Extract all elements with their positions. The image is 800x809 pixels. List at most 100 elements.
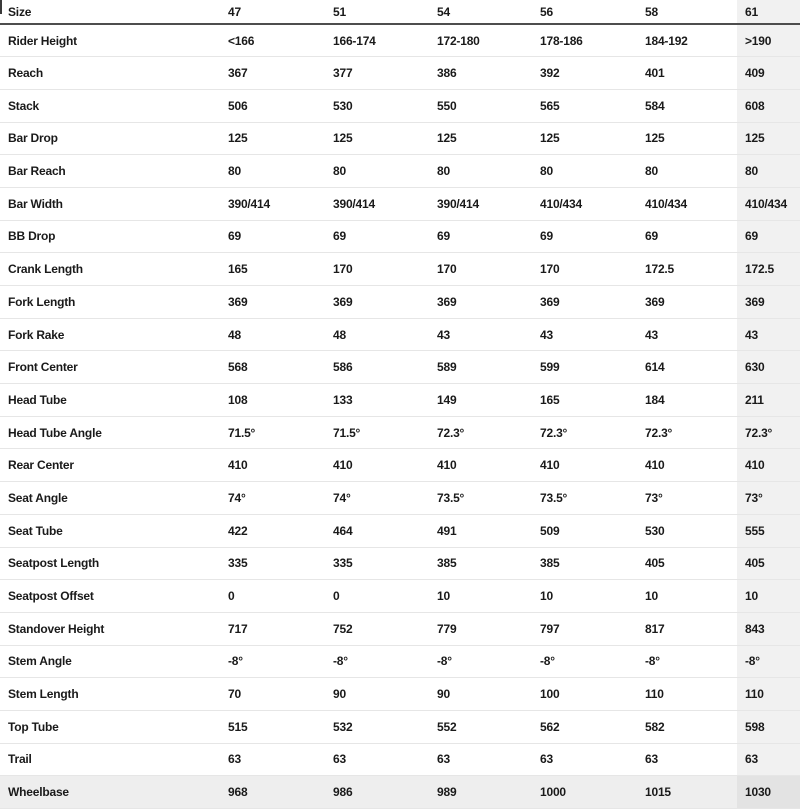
value-cell: 797 [540, 621, 560, 636]
value-cell: 405 [645, 556, 665, 571]
table-row: Bar Reach 80 80 80 80 80 80 [0, 154, 800, 188]
value-cell: 170 [437, 262, 457, 277]
value-cell: 63 [228, 752, 241, 767]
value-cell: 90 [437, 687, 450, 702]
value-cell: 73° [645, 490, 663, 505]
geometry-table-body: Rider Height <166 166-174 172-180 178-186 184… [0, 24, 800, 809]
value-cell: 386 [437, 66, 457, 81]
value-cell: 717 [228, 621, 248, 636]
row-label: Head Tube Angle [8, 425, 102, 440]
value-cell: 125 [645, 131, 665, 146]
value-cell: 72.3° [437, 425, 465, 440]
value-cell: 401 [645, 66, 665, 81]
row-label: Standover Height [8, 621, 105, 636]
value-cell: 410/434 [540, 196, 582, 211]
value-cell: 90 [333, 687, 346, 702]
value-cell: 149 [437, 392, 457, 407]
value-cell: 392 [540, 66, 560, 81]
value-cell: 80 [437, 164, 450, 179]
value-cell: 170 [540, 262, 560, 277]
value-cell: -8° [333, 654, 348, 669]
value-cell: 48 [333, 327, 346, 342]
value-cell: 125 [437, 131, 457, 146]
value-cell: 10 [737, 579, 800, 613]
value-cell: 410/434 [737, 187, 800, 221]
table-row: Reach 367 377 386 392 401 409 [0, 56, 800, 90]
value-cell: 335 [333, 556, 353, 571]
table-row: BB Drop 69 69 69 69 69 69 [0, 220, 800, 253]
value-cell: 73° [737, 481, 800, 515]
value-cell: 80 [228, 164, 241, 179]
row-label: Reach [8, 66, 44, 81]
table-row: Fork Rake 48 48 43 43 43 43 [0, 318, 800, 351]
value-cell: 1015 [637, 775, 737, 809]
table-row: Rear Center 410 410 410 410 410 410 [0, 448, 800, 482]
value-cell: 409 [737, 56, 800, 90]
table-row: Front Center 568 586 589 599 614 630 [0, 350, 800, 384]
table-row: Stack 506 530 550 565 584 608 [0, 89, 800, 123]
value-cell: -8° [228, 654, 243, 669]
row-label: Wheelbase [0, 775, 220, 809]
table-row: Seat Tube 422 464 491 509 530 555 [0, 514, 800, 547]
table-row: Fork Length 369 369 369 369 369 369 [0, 285, 800, 319]
header-size-54: 54 [437, 4, 450, 19]
value-cell: 211 [737, 383, 800, 417]
value-cell: 464 [333, 523, 353, 538]
value-cell: 530 [333, 98, 353, 113]
table-row: Head Tube 108 133 149 165 184 211 [0, 383, 800, 417]
value-cell: 125 [737, 122, 800, 155]
value-cell: 184-192 [645, 33, 688, 48]
value-cell: 170 [333, 262, 353, 277]
value-cell: <166 [228, 33, 255, 48]
value-cell: -8° [737, 645, 800, 678]
value-cell: 165 [540, 392, 560, 407]
value-cell: 69 [437, 229, 450, 244]
value-cell: 385 [540, 556, 560, 571]
value-cell: 565 [540, 98, 560, 113]
row-label: Bar Reach [8, 164, 66, 179]
value-cell: 10 [645, 589, 658, 604]
value-cell: 586 [333, 360, 353, 375]
value-cell: 779 [437, 621, 457, 636]
geometry-table-header: Size 47 51 54 56 58 61 [0, 0, 800, 24]
value-cell: 73.5° [437, 490, 465, 505]
table-row: Top Tube 515 532 552 562 582 598 [0, 710, 800, 744]
value-cell: 369 [437, 294, 457, 309]
header-size-51: 51 [333, 4, 346, 19]
row-label: Bar Drop [8, 131, 58, 146]
value-cell: 582 [645, 719, 665, 734]
value-cell: 71.5° [333, 425, 361, 440]
value-cell: 172.5 [645, 262, 675, 277]
value-cell: 165 [228, 262, 248, 277]
value-cell: 968 [220, 775, 325, 809]
value-cell: 69 [737, 220, 800, 253]
value-cell: -8° [437, 654, 452, 669]
value-cell: 110 [645, 687, 664, 702]
value-cell: 166-174 [333, 33, 376, 48]
value-cell: 410 [645, 458, 665, 473]
header-row: Size 47 51 54 56 58 61 [0, 0, 800, 24]
value-cell: 72.3° [645, 425, 673, 440]
value-cell: 410 [540, 458, 560, 473]
left-edge-mark [0, 0, 2, 14]
value-cell: 72.3° [540, 425, 568, 440]
value-cell: 410 [333, 458, 353, 473]
value-cell: 80 [540, 164, 553, 179]
value-cell: 125 [540, 131, 560, 146]
value-cell: 69 [540, 229, 553, 244]
value-cell: 630 [737, 350, 800, 384]
table-row: Seatpost Length 335 335 385 385 405 405 [0, 547, 800, 580]
value-cell: 10 [437, 589, 450, 604]
value-cell: 133 [333, 392, 353, 407]
value-cell: 1000 [532, 775, 637, 809]
table-row: Trail 63 63 63 63 63 63 [0, 743, 800, 776]
value-cell: 390/414 [333, 196, 375, 211]
value-cell: -8° [645, 654, 660, 669]
row-label: Stem Length [8, 687, 79, 702]
value-cell: 568 [228, 360, 248, 375]
table-row: Crank Length 165 170 170 170 172.5 172.5 [0, 252, 800, 286]
value-cell: 70 [228, 687, 241, 702]
value-cell: 43 [540, 327, 553, 342]
value-cell: 584 [645, 98, 665, 113]
value-cell: 843 [737, 612, 800, 646]
